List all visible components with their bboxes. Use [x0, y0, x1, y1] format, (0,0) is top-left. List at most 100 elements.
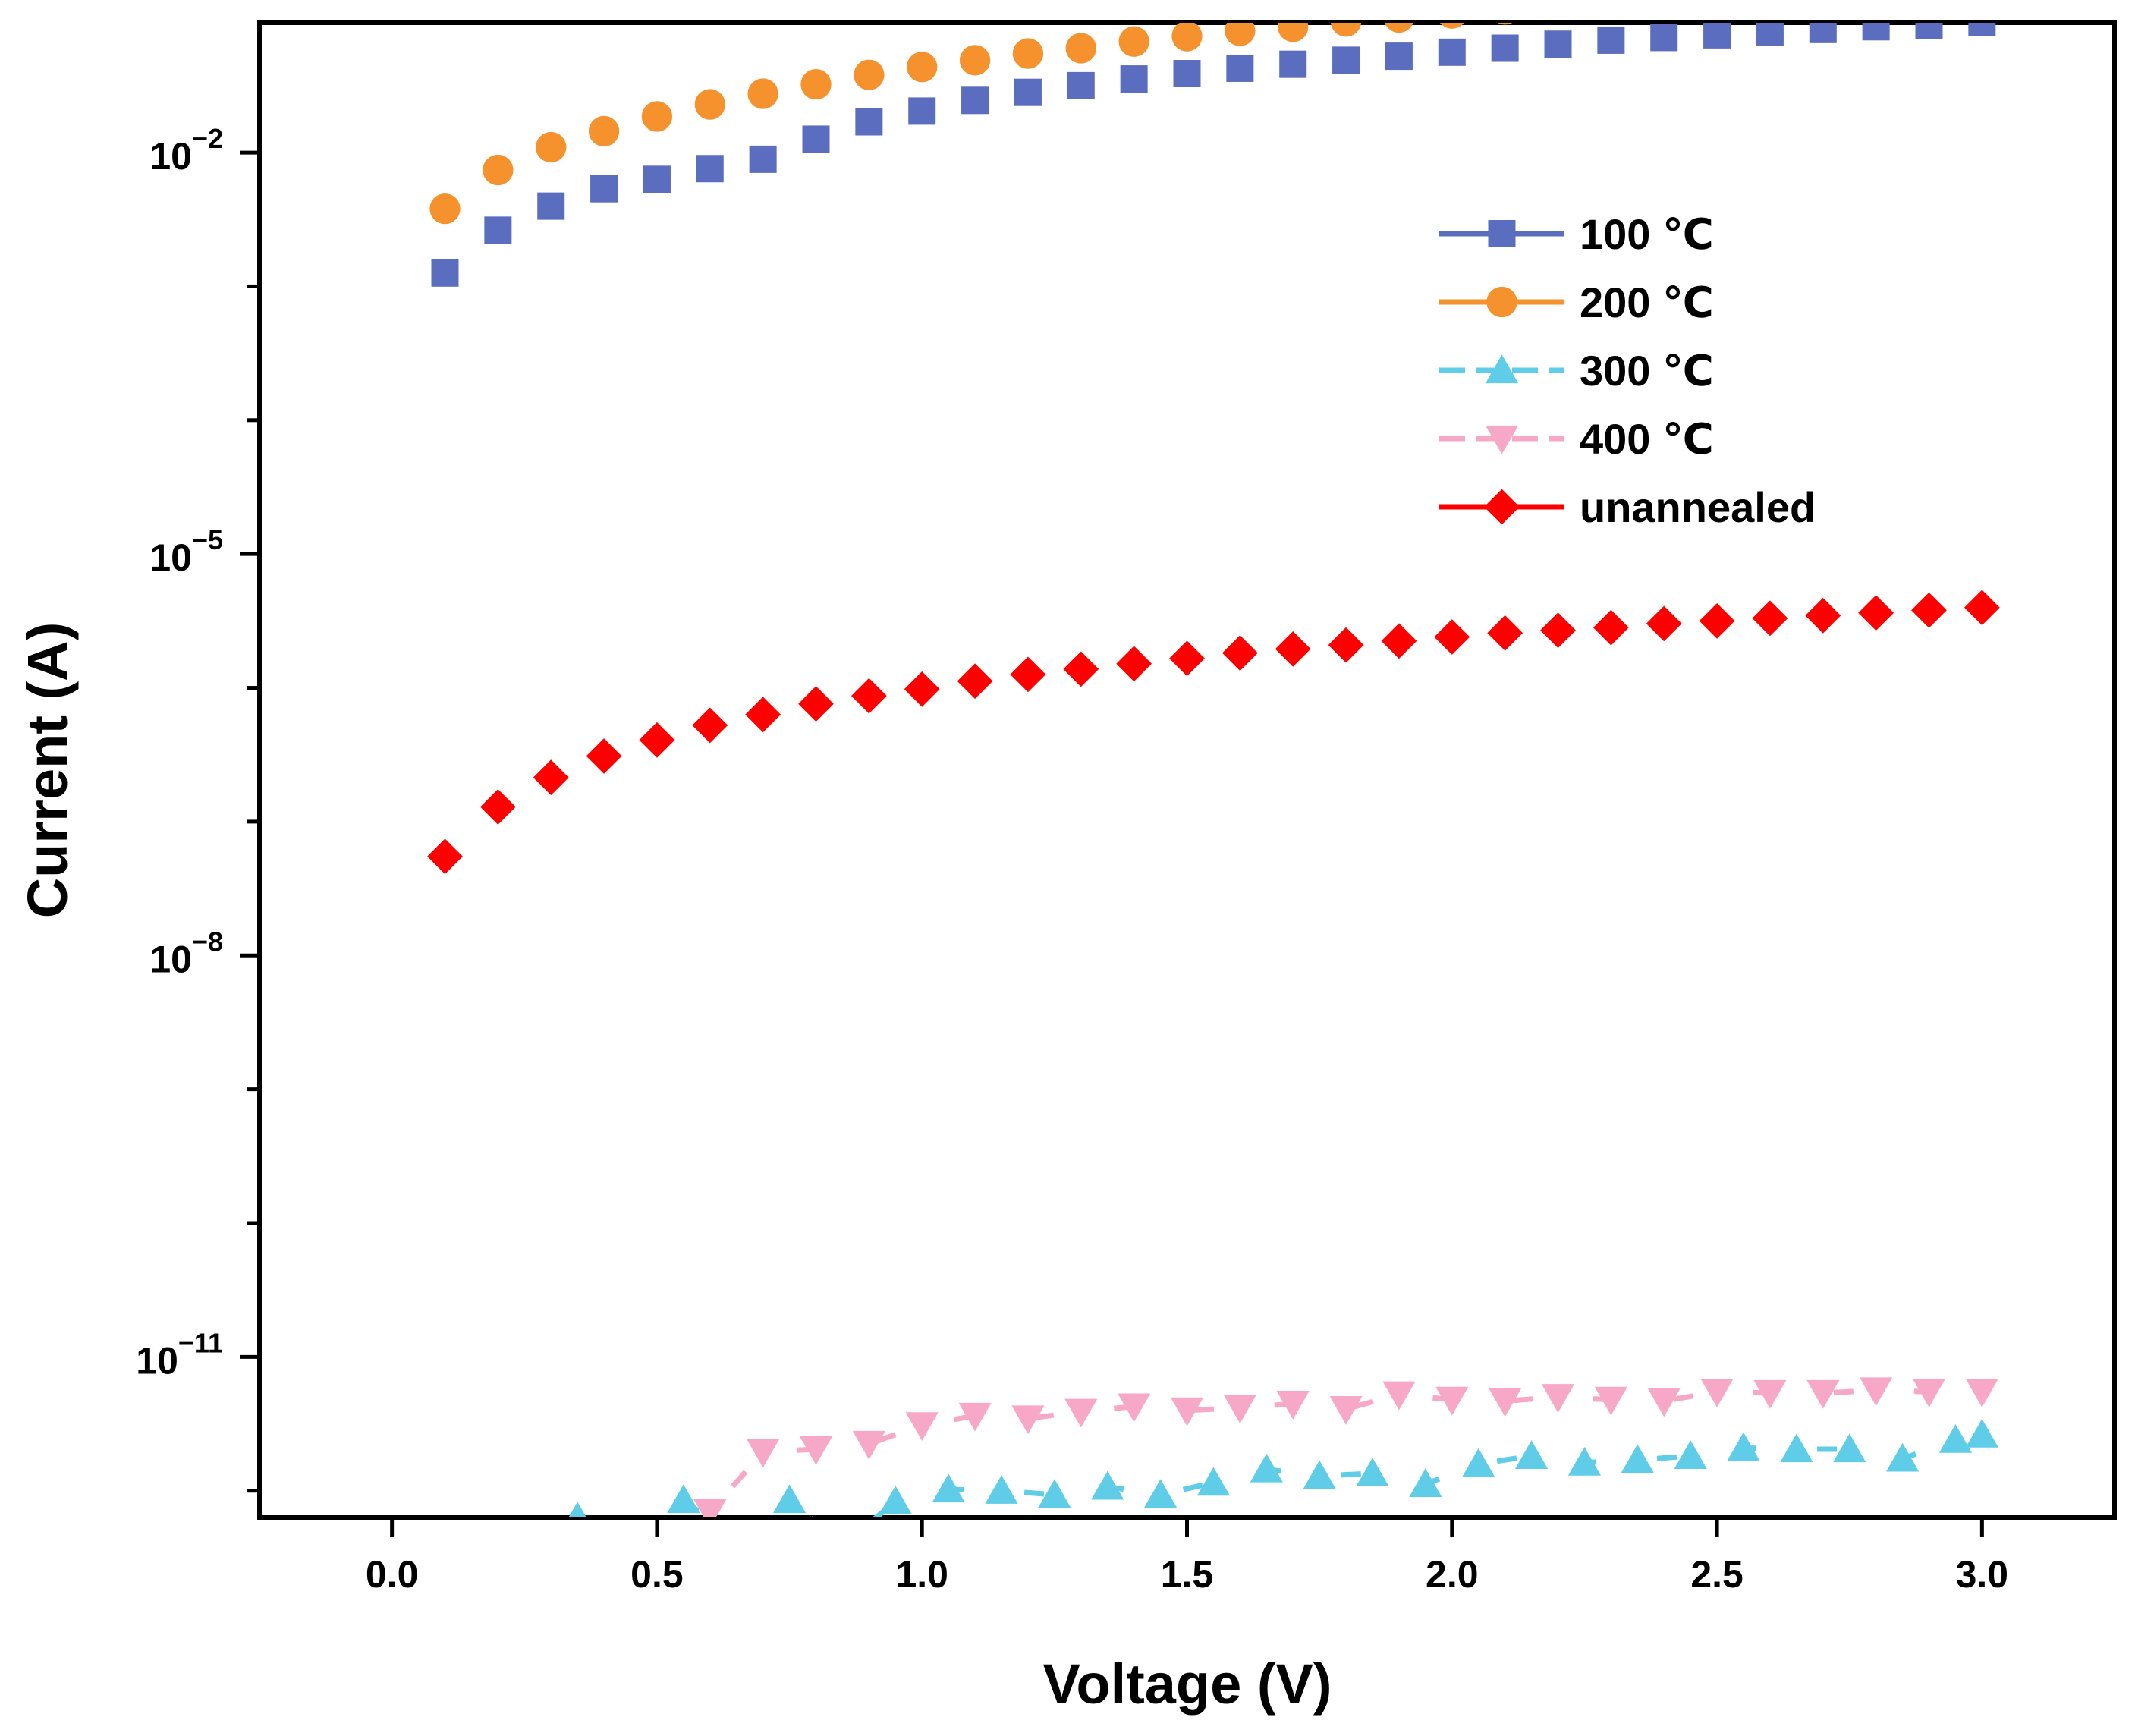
data-point [854, 59, 885, 90]
data-point [1593, 609, 1629, 646]
x-tick-label: 2.0 [1426, 1553, 1479, 1596]
data-point [1381, 623, 1417, 659]
x-tick-label: 3.0 [1956, 1553, 2009, 1596]
data-point [694, 89, 725, 120]
data-point [455, 1522, 488, 1551]
data-point [1279, 50, 1307, 78]
data-point [1171, 23, 1203, 52]
data-point [693, 1499, 727, 1517]
data-point [1699, 602, 1735, 639]
data-point [1011, 1405, 1045, 1435]
legend-marker [1486, 286, 1517, 318]
data-point [1173, 60, 1201, 88]
data-point [932, 1473, 965, 1503]
data-point [802, 125, 830, 153]
legend-label: 100 ℃ [1580, 210, 1714, 258]
data-point [1118, 26, 1149, 57]
data-point [1328, 627, 1364, 663]
data-point [1435, 1386, 1469, 1416]
data-point [1010, 656, 1046, 693]
data-point [483, 154, 514, 186]
data-point [798, 686, 834, 722]
legend: 100 ℃ 200 ℃ 300 ℃ 400 ℃ unannealed [1439, 210, 1816, 531]
data-point [1275, 631, 1311, 667]
data-point [1567, 1446, 1602, 1476]
data-point [1118, 1393, 1151, 1423]
data-point [1223, 1395, 1256, 1424]
x-tick-label: 1.0 [895, 1553, 948, 1596]
data-point [1276, 1390, 1310, 1420]
data-point [1438, 38, 1466, 66]
data-point [1860, 0, 1891, 2]
data-point [1067, 71, 1095, 99]
series-0 [431, 23, 1996, 287]
data-point [641, 101, 673, 132]
data-point [1702, 0, 1732, 10]
data-point [590, 175, 618, 203]
data-point [749, 145, 777, 173]
legend-marker [1485, 425, 1519, 454]
data-point [961, 86, 989, 115]
data-point [1965, 1379, 1998, 1407]
data-point [1596, 0, 1626, 17]
data-point [1278, 23, 1309, 42]
data-point [1541, 1384, 1575, 1413]
data-point [1911, 592, 1947, 628]
x-tick-label: 0.5 [630, 1553, 684, 1596]
x-tick-label: 2.5 [1690, 1553, 1744, 1596]
data-point [1065, 33, 1096, 64]
data-point [1143, 1479, 1178, 1508]
data-point [1514, 1440, 1549, 1469]
series-1 [429, 0, 1891, 225]
data-point [852, 1430, 885, 1460]
data-point [1727, 1432, 1760, 1461]
data-point [958, 1402, 992, 1432]
data-point [908, 97, 936, 125]
data-point [1063, 651, 1099, 687]
data-point [1497, 23, 1513, 25]
data-point [1439, 23, 1464, 29]
data-point [667, 1484, 700, 1514]
series-2 [455, 1418, 1998, 1558]
data-point [1170, 1397, 1204, 1426]
data-point [1434, 619, 1470, 655]
data-point [568, 1502, 586, 1517]
legend-marker [1484, 489, 1520, 525]
legend-marker [1485, 354, 1519, 384]
data-point [959, 45, 991, 76]
data-point [745, 697, 781, 733]
data-point [1833, 1433, 1866, 1463]
data-point [1544, 30, 1572, 58]
data-point [720, 1524, 753, 1552]
data-point [640, 1615, 673, 1643]
series-layer [427, 0, 2000, 1643]
data-point [1808, 0, 1838, 5]
data-point [957, 663, 993, 700]
data-point [1014, 78, 1042, 106]
data-point [1462, 1448, 1495, 1477]
data-point [1968, 23, 1996, 36]
data-point [747, 78, 778, 109]
data-point [826, 1530, 859, 1558]
data-point [1647, 1388, 1681, 1417]
data-point [1303, 1460, 1336, 1489]
data-point [1385, 23, 1413, 33]
data-point [533, 760, 569, 796]
data-point [851, 678, 887, 714]
legend-item: 100 ℃ [1439, 210, 1714, 258]
series-4 [427, 590, 2000, 875]
data-point [1542, 0, 1573, 20]
data-point [1329, 1396, 1363, 1425]
data-point [1805, 597, 1841, 634]
x-tick-label: 1.5 [1161, 1553, 1214, 1596]
data-point [1169, 640, 1205, 677]
data-point [1649, 0, 1679, 14]
data-point [747, 1439, 780, 1468]
data-point [905, 1412, 939, 1442]
data-point [1064, 1398, 1098, 1428]
data-point [799, 1436, 833, 1465]
data-point [1809, 23, 1837, 43]
legend-label: 400 ℃ [1580, 415, 1714, 463]
legend-label: 200 ℃ [1580, 278, 1714, 326]
